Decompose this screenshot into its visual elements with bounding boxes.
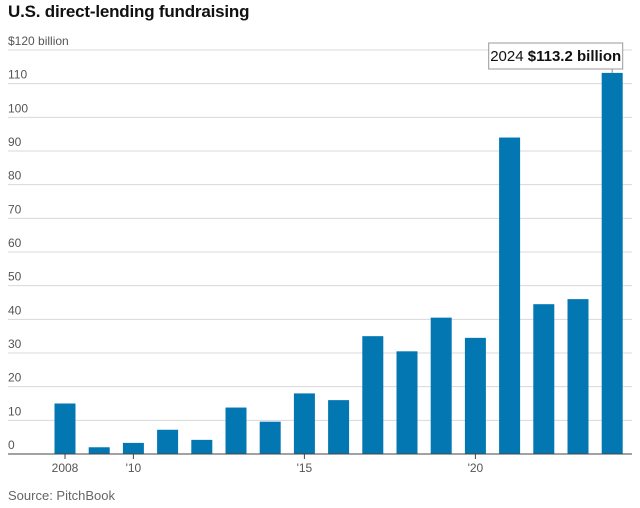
annotation-callout: 2024 $113.2 billion	[488, 42, 624, 73]
y-tick-label: 10	[8, 404, 22, 418]
bar-2022	[533, 304, 555, 454]
y-tick-label: 70	[8, 202, 22, 216]
x-tick-label: '15	[297, 461, 313, 475]
callout-year: 2024	[490, 48, 528, 65]
bar-2014	[259, 421, 281, 454]
x-tick-label: 2008	[52, 461, 79, 475]
x-tick-label: '20	[468, 461, 484, 475]
callout-box	[488, 42, 624, 70]
y-tick-label: 50	[8, 270, 22, 284]
bar-2013	[225, 407, 247, 454]
bar-2015	[293, 393, 315, 454]
bar-2024	[601, 72, 623, 454]
y-axis-ticks: 0 10 20 30 40 50 60 70 80 90 100 110 $120 billion	[8, 34, 69, 452]
x-tick-label: '10	[126, 461, 142, 475]
bar-2018	[396, 351, 418, 454]
bar-2023	[567, 299, 589, 454]
x-axis-ticks: 2008 '10 '15 '20	[8, 453, 632, 475]
bar-2010	[122, 442, 144, 454]
bar-2012	[191, 439, 213, 454]
y-tick-label: 60	[8, 236, 22, 250]
bar-2009	[88, 447, 110, 454]
bar-2016	[328, 400, 350, 454]
bars	[54, 72, 623, 455]
chart-title: U.S. direct-lending fundraising	[8, 2, 250, 21]
y-tick-label: 40	[8, 303, 22, 317]
bar-2020	[464, 337, 486, 454]
y-tick-label: 30	[8, 337, 22, 351]
y-tick-label: 0	[8, 438, 15, 452]
callout-value: $113.2 billion	[528, 48, 621, 65]
bar-2008	[54, 403, 76, 454]
y-tick-label: 100	[8, 101, 28, 115]
y-tick-label: 20	[8, 371, 22, 385]
callout-label: 2024 $113.2 billion	[490, 48, 621, 65]
y-tick-label: 80	[8, 169, 22, 183]
bar-2017	[362, 336, 384, 454]
bar-2019	[430, 317, 452, 454]
y-tick-label: 110	[8, 68, 27, 82]
source-note: Source: PitchBook	[8, 488, 115, 503]
y-tick-label: 90	[8, 135, 22, 149]
bar-2011	[157, 429, 179, 454]
y-tick-label: $120 billion	[8, 34, 69, 48]
bar-2021	[499, 137, 521, 455]
